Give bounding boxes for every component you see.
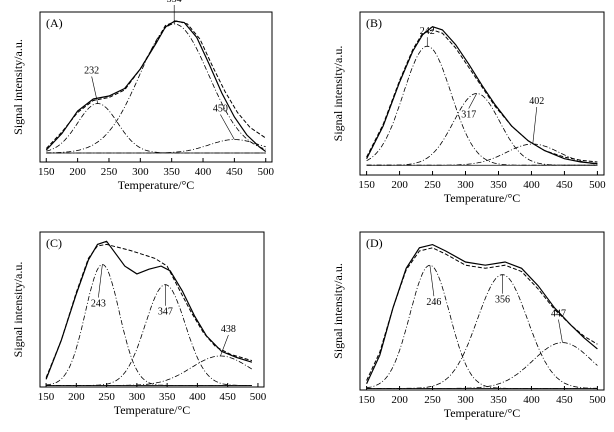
x-tick-label: 350 bbox=[163, 166, 180, 178]
peak-component-242 bbox=[366, 45, 598, 166]
panel-2: (C) 150 200 250 300 350 400 450 500 Temperature/°… bbox=[11, 231, 267, 417]
peak-leader bbox=[429, 265, 435, 297]
x-axis-title: Temperature/°C bbox=[444, 191, 521, 205]
plot-frame bbox=[39, 231, 265, 388]
x-axis-title: Temperature/°C bbox=[114, 403, 191, 417]
x-tick-label: 200 bbox=[391, 394, 408, 406]
x-tick-label: 150 bbox=[358, 179, 375, 191]
panel-label: (C) bbox=[46, 236, 62, 250]
measured-signal bbox=[366, 243, 598, 384]
x-tick-label: 450 bbox=[556, 179, 573, 191]
peak-component-347 bbox=[46, 284, 252, 386]
x-tick-label: 200 bbox=[391, 179, 408, 191]
peak-label: 438 bbox=[221, 324, 236, 335]
peak-leader bbox=[532, 106, 538, 145]
peak-component-243 bbox=[46, 264, 252, 386]
peak-component-232 bbox=[46, 103, 266, 154]
x-tick-label: 150 bbox=[38, 391, 55, 403]
x-tick-label: 250 bbox=[424, 394, 441, 406]
x-tick-label: 450 bbox=[556, 394, 573, 406]
x-tick-label: 300 bbox=[457, 179, 474, 191]
peak-leader bbox=[220, 334, 229, 357]
panel-label: (B) bbox=[366, 16, 382, 30]
panel-0: (A) 150 200 250 300 350 400 450 500 Temperature/°… bbox=[11, 0, 274, 192]
y-axis-title: Signal intensity/a.u. bbox=[331, 46, 345, 142]
peak-component-447 bbox=[366, 342, 598, 389]
x-tick-label: 500 bbox=[589, 394, 606, 406]
y-axis-title: Signal intensity/a.u. bbox=[11, 39, 25, 135]
peak-component-402 bbox=[366, 143, 598, 166]
panel-label: (D) bbox=[366, 236, 383, 250]
peak-component-438 bbox=[46, 355, 253, 386]
x-tick-label: 500 bbox=[257, 166, 274, 178]
x-axis-title: Temperature/°C bbox=[118, 178, 195, 192]
x-tick-label: 450 bbox=[219, 391, 236, 403]
peak-label: 356 bbox=[495, 295, 510, 306]
peak-component-317 bbox=[366, 93, 598, 166]
fitted-envelope bbox=[45, 20, 266, 149]
measured-signal bbox=[45, 20, 267, 152]
peak-component-246 bbox=[366, 264, 598, 389]
peak-leader bbox=[98, 264, 103, 298]
panel-1: (B) 150 200 250 300 350 400 450 500 Temperature/°… bbox=[331, 11, 606, 205]
peak-component-356 bbox=[366, 274, 598, 389]
x-tick-label: 200 bbox=[68, 391, 85, 403]
peak-label: 246 bbox=[426, 297, 441, 308]
x-tick-label: 400 bbox=[523, 179, 540, 191]
x-tick-label: 350 bbox=[159, 391, 176, 403]
peak-label: 232 bbox=[84, 66, 99, 77]
peak-label: 450 bbox=[213, 104, 228, 115]
fitted-envelope bbox=[45, 243, 253, 378]
x-tick-label: 350 bbox=[490, 179, 507, 191]
peak-component-450 bbox=[46, 139, 266, 154]
measured-signal bbox=[366, 26, 598, 165]
x-tick-label: 500 bbox=[250, 391, 267, 403]
x-tick-label: 500 bbox=[589, 179, 606, 191]
panel-3: (D) 150 200 250 300 350 400 450 500 Temperature/°… bbox=[331, 231, 606, 420]
x-tick-label: 400 bbox=[195, 166, 212, 178]
peak-label: 347 bbox=[158, 307, 173, 318]
x-tick-label: 400 bbox=[189, 391, 206, 403]
plot-frame bbox=[359, 231, 605, 391]
x-axis-title: Temperature/°C bbox=[444, 406, 521, 420]
peak-leader bbox=[220, 114, 235, 140]
peak-label: 402 bbox=[529, 96, 544, 107]
x-tick-label: 350 bbox=[490, 394, 507, 406]
x-tick-label: 250 bbox=[424, 179, 441, 191]
x-tick-label: 250 bbox=[101, 166, 118, 178]
x-tick-label: 450 bbox=[226, 166, 243, 178]
x-tick-label: 150 bbox=[38, 166, 55, 178]
peak-label: 354 bbox=[167, 0, 182, 5]
measured-signal bbox=[45, 240, 253, 380]
peak-label: 447 bbox=[551, 309, 566, 320]
panel-label: (A) bbox=[46, 16, 63, 30]
x-tick-label: 200 bbox=[69, 166, 86, 178]
peak-leader bbox=[91, 76, 98, 104]
x-tick-label: 150 bbox=[358, 394, 375, 406]
x-tick-label: 250 bbox=[98, 391, 115, 403]
y-axis-title: Signal intensity/a.u. bbox=[331, 263, 345, 359]
x-tick-label: 300 bbox=[129, 391, 146, 403]
peak-label: 317 bbox=[461, 110, 476, 121]
peak-component-354 bbox=[46, 23, 266, 154]
x-tick-label: 400 bbox=[523, 394, 540, 406]
peak-leader bbox=[468, 93, 477, 109]
x-tick-label: 300 bbox=[132, 166, 149, 178]
y-axis-title: Signal intensity/a.u. bbox=[11, 262, 25, 358]
plot-frame bbox=[39, 11, 273, 163]
x-tick-label: 300 bbox=[457, 394, 474, 406]
peak-label: 243 bbox=[91, 299, 106, 310]
fitted-envelope bbox=[366, 29, 598, 163]
plot-frame bbox=[359, 11, 605, 176]
peak-leader bbox=[558, 319, 563, 343]
